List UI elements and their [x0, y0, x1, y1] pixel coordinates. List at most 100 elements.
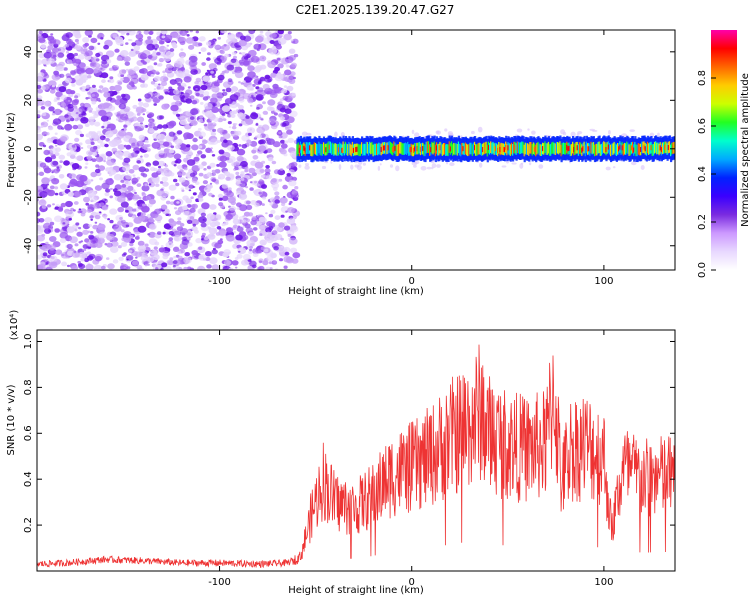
spectrogram-noise-cell	[80, 240, 84, 243]
spectrogram-noise-cell	[37, 72, 45, 78]
spectrogram-noise-cell	[246, 139, 252, 144]
spectrogram-noise-cell	[85, 97, 89, 100]
spectrogram-noise-cell	[206, 41, 212, 46]
spectrogram-noise-cell	[240, 82, 244, 85]
spectrogram-noise-cell	[101, 265, 106, 270]
spectrogram-noise-cell	[136, 140, 144, 147]
spectrogram-signal-cell	[342, 141, 345, 154]
spectrogram-noise-cell	[248, 167, 256, 174]
spectrogram-noise-cell	[212, 247, 216, 251]
spectrogram-noise-cell	[209, 221, 217, 228]
spectrogram-noise-cell	[112, 34, 118, 39]
spectrogram-noise-cell	[226, 64, 235, 71]
spectrogram-noise-cell	[258, 216, 266, 222]
spectrogram-signal-cell	[517, 141, 520, 154]
colorbar-tick-label: 0.4	[697, 166, 708, 182]
spectrogram-noise-cell	[107, 263, 115, 270]
spectrogram-noise-cell	[234, 123, 238, 125]
spectrogram-noise-cell	[577, 131, 583, 135]
spectrogram-noise-cell	[54, 192, 59, 196]
spectrogram-noise-cell	[83, 248, 87, 251]
spectrogram-noise-cell	[231, 260, 239, 266]
snr-x-label: Height of straight line (km)	[288, 585, 424, 596]
spectrogram-noise-cell	[198, 90, 205, 95]
spectrogram-noise-cell	[164, 164, 168, 168]
spectrogram-noise-cell	[213, 82, 220, 87]
spectrogram-noise-cell	[66, 243, 73, 249]
spectrogram-signal-cell	[613, 141, 616, 154]
spectrogram-noise-cell	[51, 169, 55, 173]
spectrogram-noise-cell	[197, 127, 202, 131]
spectrogram-noise-cell	[304, 165, 310, 170]
spectrogram-noise-cell	[37, 103, 40, 107]
spectrogram-noise-cell	[44, 156, 53, 163]
spectrogram-noise-cell	[228, 190, 233, 193]
spectrogram-noise-cell	[41, 177, 50, 185]
spectrogram-noise-cell	[67, 99, 71, 102]
spectrogram-noise-cell	[154, 214, 163, 222]
spectrogram-noise-cell	[338, 164, 342, 170]
spectrogram-noise-cell	[49, 58, 53, 61]
spectrogram-noise-cell	[217, 176, 222, 180]
spectrogram-noise-cell	[97, 32, 105, 39]
spectrogram-signal-cell	[379, 143, 382, 155]
spectrogram-noise-cell	[103, 103, 110, 109]
spectrogram-noise-cell	[189, 65, 197, 71]
spectrogram-noise-cell	[90, 171, 98, 178]
spectrogram-noise-cell	[173, 255, 177, 259]
spectrogram-noise-cell	[185, 37, 194, 44]
spectrogram-noise-cell	[80, 117, 89, 124]
spectrogram-noise-cell	[562, 131, 567, 136]
spectrogram-noise-cell	[103, 92, 111, 98]
spectrogram-noise-cell	[131, 177, 139, 184]
spectrogram-x-tick-label: -100	[208, 276, 231, 287]
spectrogram-noise-cell	[134, 236, 140, 240]
spectrogram-noise-cell	[54, 152, 60, 157]
spectrogram-noise-cell	[166, 63, 172, 69]
spectrogram-noise-cell	[203, 123, 208, 127]
spectrogram-noise-cell	[116, 95, 122, 100]
spectrogram-noise-cell	[230, 58, 237, 63]
spectrogram-noise-cell	[74, 52, 78, 57]
spectrogram-noise-cell	[52, 203, 55, 206]
spectrogram-noise-cell	[105, 167, 111, 172]
spectrogram-noise-cell	[123, 157, 131, 163]
spectrogram-noise-cell	[130, 48, 134, 52]
spectrogram-noise-cell	[292, 76, 296, 80]
spectrogram-noise-cell	[78, 208, 82, 211]
spectrogram-noise-cell	[210, 70, 215, 74]
spectrogram-noise-cell	[199, 94, 204, 98]
spectrogram-noise-cell	[140, 68, 148, 74]
spectrogram-noise-cell	[284, 140, 289, 144]
spectrogram-signal-cell	[663, 142, 666, 154]
spectrogram-noise-cell	[158, 58, 164, 63]
spectrogram-noise-cell	[67, 97, 72, 102]
spectrogram-noise-cell	[159, 181, 164, 184]
spectrogram-noise-cell	[198, 36, 206, 42]
spectrogram-noise-cell	[37, 59, 43, 66]
spectrogram-noise-cell	[54, 132, 58, 135]
spectrogram-signal-cell	[515, 143, 518, 155]
spectrogram-noise-cell	[264, 76, 273, 83]
spectrogram-noise-cell	[67, 191, 74, 197]
spectrogram-noise-cell	[51, 178, 60, 185]
spectrogram-noise-cell	[284, 69, 292, 76]
spectrogram-noise-cell	[223, 133, 231, 139]
spectrogram-noise-cell	[47, 126, 54, 131]
spectrogram-noise-cell	[37, 85, 42, 89]
spectrogram-noise-cell	[108, 78, 115, 84]
spectrogram-noise-cell	[282, 120, 290, 127]
spectrogram-noise-cell	[55, 144, 58, 147]
spectrogram-noise-cell	[262, 83, 270, 90]
spectrogram-noise-cell	[185, 154, 192, 159]
spectrogram-noise-cell	[116, 56, 123, 61]
spectrogram-noise-cell	[100, 72, 109, 79]
spectrogram-noise-cell	[198, 253, 207, 261]
spectrogram-noise-cell	[135, 33, 144, 40]
spectrogram-noise-cell	[188, 189, 192, 192]
spectrogram-noise-cell	[190, 120, 198, 126]
spectrogram-noise-cell	[215, 181, 220, 185]
spectrogram-noise-cell	[162, 124, 169, 129]
spectrogram-noise-cell	[74, 182, 79, 187]
spectrogram-noise-cell	[135, 251, 142, 258]
